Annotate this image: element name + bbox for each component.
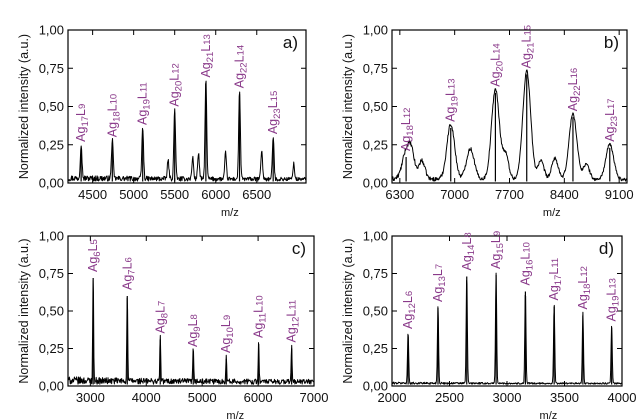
- peak-label: Ag23L17: [603, 98, 620, 141]
- spectrum-line: [391, 272, 623, 385]
- peak-label: Ag12L11: [285, 300, 302, 343]
- y-tick-label: 0,75: [363, 266, 388, 281]
- peak-label: Ag18L12: [576, 266, 593, 309]
- y-tick-label: 0,50: [363, 99, 388, 114]
- peak-label: Ag19L11: [136, 82, 153, 125]
- peak-label: Ag7L6: [120, 257, 137, 290]
- peak-label: Ag11L10: [252, 295, 269, 338]
- panel-label: a): [283, 33, 298, 52]
- x-tick-label: 7000: [300, 390, 329, 405]
- chart-panel-4: 0,00 0,25 0,50 0,75 1,00 2000 2500 3000 3500 4000…: [341, 229, 636, 419]
- x-tick-label: 9100: [605, 187, 634, 202]
- peak-label: Ag20L12: [168, 63, 185, 106]
- y-tick-label: 0,75: [363, 61, 388, 76]
- spectrum-line: [67, 280, 315, 385]
- x-axis-label: m/z: [540, 410, 558, 419]
- spectrum-line: [67, 80, 307, 182]
- x-tick-label: 6300: [385, 187, 414, 202]
- x-axis-label: m/z: [543, 207, 561, 219]
- x-tick-label: 6000: [201, 187, 230, 202]
- peak-label: Ag22L14: [233, 45, 250, 88]
- peak-label: Ag12L6: [401, 291, 418, 329]
- peak-label: Ag22L16: [566, 68, 583, 111]
- x-tick-label: 6000: [244, 390, 273, 405]
- y-tick-label: 0,75: [39, 266, 64, 281]
- x-tick-label: 5000: [119, 187, 148, 202]
- x-tick-label: 3000: [493, 390, 522, 405]
- panel-label: d): [599, 239, 614, 258]
- peak-label: Ag10L9: [219, 315, 236, 353]
- peak-label: Ag6L5: [86, 239, 103, 272]
- x-tick-label: 5000: [188, 390, 217, 405]
- y-tick-label: 0,25: [363, 341, 388, 356]
- panel-label: c): [292, 239, 306, 258]
- peak-label: Ag14L8: [460, 232, 477, 270]
- plot-frame: [391, 29, 628, 184]
- peak-label: Ag17L11: [547, 258, 564, 301]
- peak-label: Ag23L15: [266, 91, 283, 134]
- peak-label: Ag17L9: [74, 104, 91, 142]
- y-tick-label: 0,00: [363, 379, 388, 394]
- y-tick-label: 0,50: [363, 304, 388, 319]
- peak-label: Ag8L7: [153, 301, 170, 334]
- y-tick-label: 0,00: [363, 176, 388, 191]
- spectrum-line: [391, 69, 628, 182]
- x-tick-label: 2500: [435, 390, 464, 405]
- y-tick-label: 0,00: [39, 379, 64, 394]
- peak-label: Ag16L10: [518, 242, 535, 285]
- y-axis-label: Normalized intensity (a.u.): [341, 238, 355, 383]
- peak-label: Ag21L13: [199, 34, 216, 77]
- peak-label: Ag15L9: [489, 231, 506, 269]
- x-tick-label: 7000: [440, 187, 469, 202]
- chart-panel-3: 0,00 0,25 0,50 0,75 1,00 3000 4000 5000 6000 7000…: [17, 229, 328, 419]
- x-tick-label: 4000: [608, 390, 636, 405]
- peak-label: Ag18L12: [399, 108, 416, 151]
- peak-label: Ag19L13: [444, 79, 461, 122]
- y-tick-label: 0,25: [39, 341, 64, 356]
- y-tick-label: 0,75: [39, 61, 64, 76]
- peak-label: Ag9L8: [186, 314, 203, 347]
- plot-frame: [391, 235, 623, 387]
- x-tick-label: 5500: [160, 187, 189, 202]
- y-tick-label: 0,00: [39, 176, 64, 191]
- x-tick-label: 8400: [550, 187, 579, 202]
- peak-label: Ag13L7: [431, 264, 448, 302]
- x-tick-label: 2000: [378, 390, 407, 405]
- x-axis-label: m/z: [226, 410, 244, 419]
- x-tick-label: 4500: [78, 187, 107, 202]
- panel-label: b): [604, 33, 619, 52]
- y-axis-label: Normalized intensity (a.u.): [17, 238, 31, 383]
- x-axis-label: m/z: [221, 207, 239, 219]
- y-tick-label: 0,50: [39, 304, 64, 319]
- y-tick-label: 1,00: [363, 23, 388, 38]
- x-tick-label: 3500: [550, 390, 579, 405]
- x-tick-label: 6500: [242, 187, 271, 202]
- x-tick-label: 7700: [495, 187, 524, 202]
- y-tick-label: 1,00: [363, 229, 388, 244]
- y-tick-label: 0,25: [39, 137, 64, 152]
- y-axis-label: Normalized intensity (a.u.): [17, 34, 31, 179]
- peak-label: Ag20L14: [488, 43, 505, 86]
- y-tick-label: 0,50: [39, 99, 64, 114]
- chart-panel-1: 0,00 0,25 0,50 0,75 1,00 4500 5000 5500 6000 6500…: [17, 23, 307, 219]
- x-tick-label: 3000: [76, 390, 105, 405]
- y-tick-label: 1,00: [39, 23, 64, 38]
- peak-label: Ag19L13: [605, 278, 622, 321]
- plot-frame: [67, 235, 315, 387]
- peak-label: Ag18L10: [105, 94, 122, 137]
- y-tick-label: 1,00: [39, 229, 64, 244]
- y-tick-label: 0,25: [363, 137, 388, 152]
- peak-label: Ag21L15: [520, 25, 537, 68]
- y-axis-label: Normalized intensity (a.u.): [341, 34, 355, 179]
- chart-panel-2: 0,00 0,25 0,50 0,75 1,00 6300 7000 7700 8400 9100…: [341, 23, 634, 220]
- x-tick-label: 4000: [132, 390, 161, 405]
